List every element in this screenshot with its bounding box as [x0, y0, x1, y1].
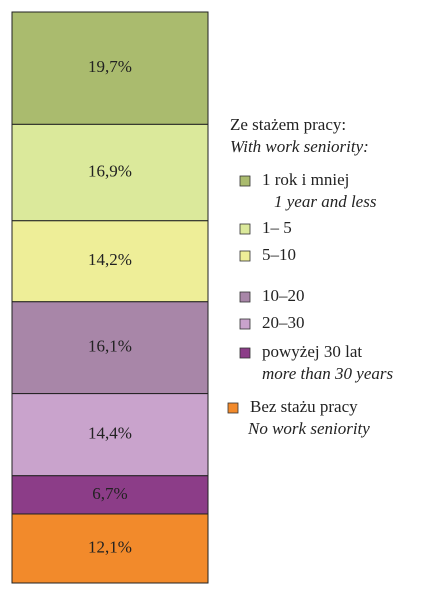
bar-segment: [11, 393, 209, 477]
legend-sublabel: No work seniority: [247, 419, 370, 438]
legend-label: 10–20: [262, 286, 305, 305]
data-label: 14,2%: [88, 250, 132, 269]
data-label: 19,7%: [88, 57, 132, 76]
legend-swatch: [227, 402, 239, 414]
legend-subtitle: With work seniority:: [230, 137, 369, 156]
legend-label: powyżej 30 lat: [262, 342, 362, 361]
legend-label: 1 rok i mniej: [262, 170, 349, 189]
legend-title: Ze stażem pracy:: [230, 115, 346, 134]
legend-label: 1– 5: [262, 218, 292, 237]
legend-swatch: [239, 223, 251, 235]
bar-segment: [11, 220, 209, 303]
data-label: 14,4%: [88, 424, 132, 443]
data-label: 16,9%: [88, 161, 132, 180]
legend-swatch: [239, 318, 251, 330]
legend-sublabel: more than 30 years: [262, 364, 393, 383]
legend-label: 5–10: [262, 245, 296, 264]
bar-segment: [11, 11, 209, 125]
data-label: 6,7%: [92, 484, 127, 503]
legend-label: 20–30: [262, 313, 305, 332]
legend-swatch: [239, 250, 251, 262]
bar-segment: [11, 301, 209, 395]
legend-sublabel: 1 year and less: [274, 192, 377, 211]
data-label: 16,1%: [88, 337, 132, 356]
legend-swatch: [239, 347, 251, 359]
legend-swatch: [239, 291, 251, 303]
legend-swatch: [239, 175, 251, 187]
legend-label: Bez stażu pracy: [250, 397, 358, 416]
bar-segment: [11, 123, 209, 222]
data-label: 12,1%: [88, 537, 132, 556]
bar-segment: [11, 513, 209, 584]
bar-segment: [11, 475, 209, 515]
